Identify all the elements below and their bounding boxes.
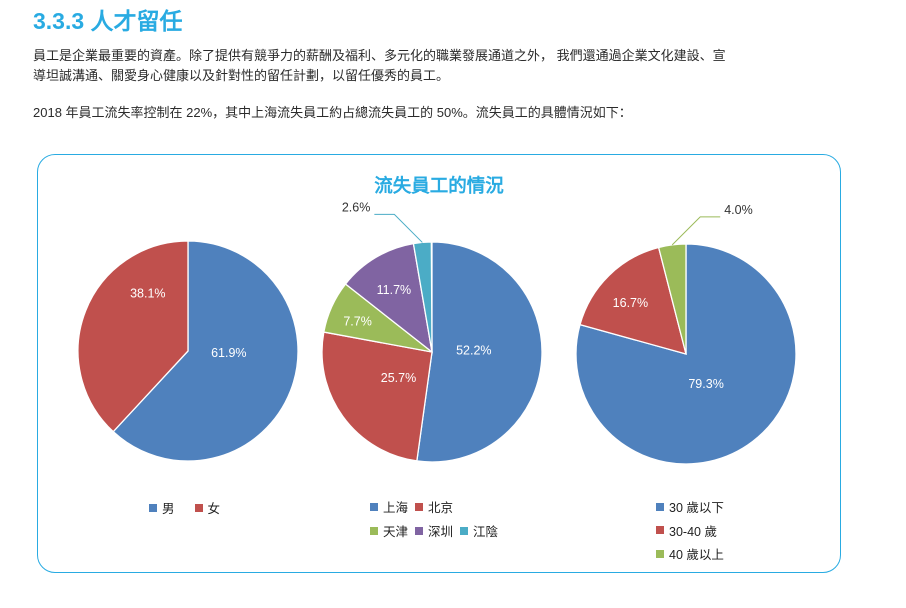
svg-text:2.6%: 2.6% [342,200,371,214]
svg-text:38.1%: 38.1% [130,287,165,301]
svg-text:79.3%: 79.3% [688,377,723,391]
svg-text:11.7%: 11.7% [377,283,412,297]
svg-text:4.0%: 4.0% [724,203,753,217]
svg-text:25.7%: 25.7% [381,371,416,385]
svg-text:52.2%: 52.2% [456,343,491,357]
svg-text:61.9%: 61.9% [211,346,246,360]
svg-text:16.7%: 16.7% [613,296,648,310]
svg-text:7.7%: 7.7% [343,314,372,328]
